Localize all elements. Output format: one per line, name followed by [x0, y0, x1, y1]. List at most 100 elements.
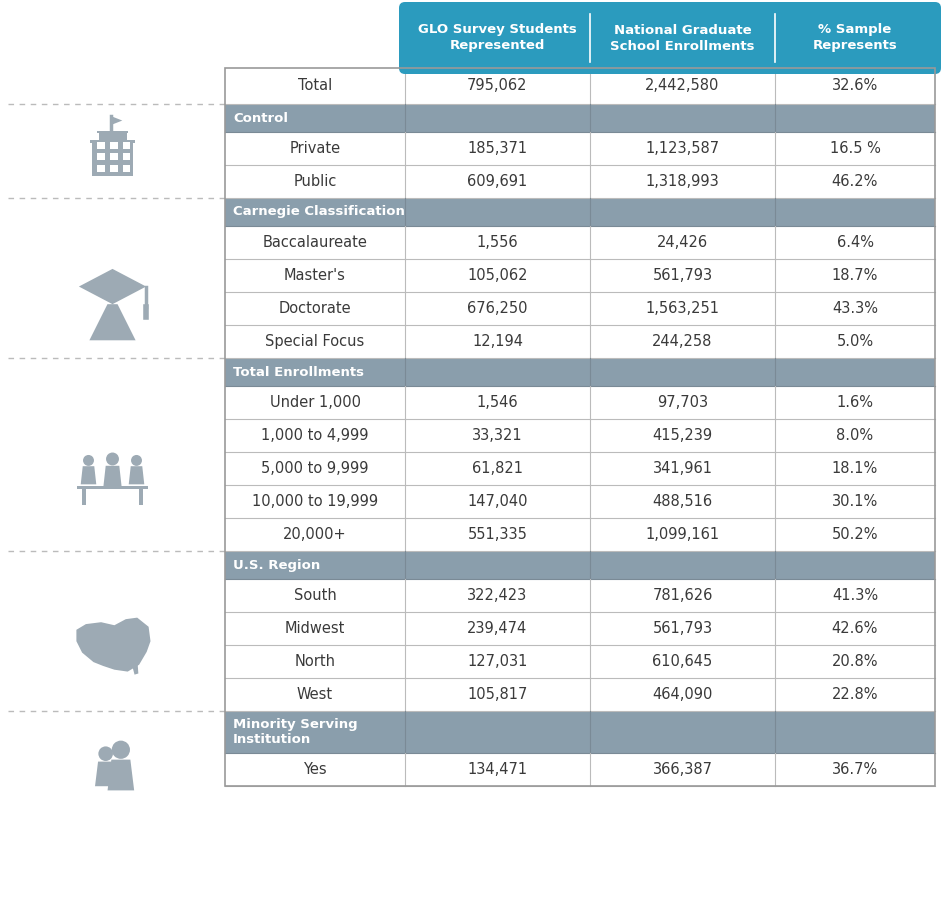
Text: Yes: Yes: [303, 762, 327, 777]
Bar: [110, 142, 118, 149]
Polygon shape: [103, 466, 122, 487]
Text: 20.8%: 20.8%: [831, 654, 877, 669]
Text: Private: Private: [289, 141, 340, 156]
Text: 239,474: 239,474: [467, 621, 527, 636]
Text: 61,821: 61,821: [471, 461, 522, 476]
Polygon shape: [76, 618, 150, 672]
Bar: [225, 132, 934, 165]
Text: 33,321: 33,321: [472, 428, 522, 443]
Bar: [225, 711, 934, 753]
Text: U.S. Region: U.S. Region: [233, 558, 320, 572]
Text: 366,387: 366,387: [651, 762, 712, 777]
Text: 50.2%: 50.2%: [831, 527, 877, 542]
Text: 32.6%: 32.6%: [831, 78, 877, 93]
Bar: [123, 142, 130, 149]
Text: Total Enrollments: Total Enrollments: [233, 366, 363, 378]
Text: 795,062: 795,062: [466, 78, 527, 93]
Text: 2,442,580: 2,442,580: [645, 78, 719, 93]
Polygon shape: [132, 657, 138, 674]
Text: 12,194: 12,194: [471, 334, 522, 349]
Text: 244,258: 244,258: [651, 334, 712, 349]
Text: 415,239: 415,239: [651, 428, 712, 443]
Bar: [225, 198, 934, 226]
Polygon shape: [108, 760, 134, 790]
Text: 341,961: 341,961: [651, 461, 712, 476]
Text: 6.4%: 6.4%: [835, 235, 872, 250]
Text: GLO Survey Students
Represented: GLO Survey Students Represented: [417, 23, 576, 52]
Bar: [225, 753, 934, 786]
Bar: [225, 165, 934, 198]
Text: Special Focus: Special Focus: [265, 334, 364, 349]
Text: Under 1,000: Under 1,000: [269, 395, 360, 410]
Bar: [225, 678, 934, 711]
Bar: [93, 142, 133, 176]
Bar: [225, 452, 934, 485]
Text: 464,090: 464,090: [651, 687, 712, 702]
Text: 105,817: 105,817: [467, 687, 527, 702]
Circle shape: [98, 746, 113, 761]
Text: 1,318,993: 1,318,993: [645, 174, 718, 189]
Bar: [225, 645, 934, 678]
Bar: [225, 579, 934, 612]
Circle shape: [83, 455, 93, 466]
Text: 551,335: 551,335: [467, 527, 527, 542]
Text: 781,626: 781,626: [651, 588, 712, 603]
Text: 30.1%: 30.1%: [831, 494, 877, 509]
Polygon shape: [80, 467, 96, 485]
Text: Doctorate: Doctorate: [278, 301, 351, 316]
Text: 10,000 to 19,999: 10,000 to 19,999: [252, 494, 378, 509]
Text: 16.5 %: 16.5 %: [829, 141, 880, 156]
Text: 561,793: 561,793: [651, 621, 712, 636]
Bar: [90, 140, 135, 143]
Text: 1,123,587: 1,123,587: [645, 141, 718, 156]
Text: National Graduate
School Enrollments: National Graduate School Enrollments: [610, 23, 754, 52]
Polygon shape: [110, 116, 122, 125]
Text: 134,471: 134,471: [467, 762, 527, 777]
Text: Minority Serving
Institution: Minority Serving Institution: [233, 718, 357, 746]
Text: 322,423: 322,423: [467, 588, 527, 603]
Text: 41.3%: 41.3%: [831, 588, 877, 603]
Text: 42.6%: 42.6%: [831, 621, 877, 636]
Bar: [97, 165, 105, 172]
Bar: [110, 165, 118, 172]
Bar: [139, 489, 143, 505]
Text: North: North: [295, 654, 335, 669]
Bar: [123, 154, 130, 160]
Text: Public: Public: [293, 174, 336, 189]
Text: 36.7%: 36.7%: [831, 762, 877, 777]
FancyBboxPatch shape: [398, 2, 940, 74]
Text: 561,793: 561,793: [651, 268, 712, 283]
Text: 676,250: 676,250: [466, 301, 527, 316]
Polygon shape: [95, 761, 116, 787]
Bar: [225, 325, 934, 358]
Text: 1,556: 1,556: [476, 235, 517, 250]
Text: 185,371: 185,371: [467, 141, 527, 156]
Text: 24,426: 24,426: [656, 235, 707, 250]
Text: 610,645: 610,645: [651, 654, 712, 669]
Bar: [225, 419, 934, 452]
Text: Control: Control: [233, 111, 288, 124]
Text: Master's: Master's: [284, 268, 346, 283]
Bar: [225, 358, 934, 386]
Text: 105,062: 105,062: [466, 268, 527, 283]
Text: 20,000+: 20,000+: [283, 527, 346, 542]
Bar: [225, 104, 934, 132]
Bar: [123, 165, 130, 172]
Text: 5.0%: 5.0%: [835, 334, 872, 349]
Bar: [97, 154, 105, 160]
Text: 22.8%: 22.8%: [831, 687, 877, 702]
Text: South: South: [294, 588, 336, 603]
Circle shape: [131, 455, 142, 466]
Bar: [97, 142, 105, 149]
Text: Midwest: Midwest: [284, 621, 345, 636]
Text: 1,546: 1,546: [476, 395, 517, 410]
Text: 18.7%: 18.7%: [831, 268, 877, 283]
Bar: [81, 489, 86, 505]
Text: 127,031: 127,031: [467, 654, 527, 669]
Bar: [225, 518, 934, 551]
Bar: [98, 132, 126, 140]
Polygon shape: [90, 304, 135, 341]
Polygon shape: [78, 269, 146, 304]
Text: 1,000 to 4,999: 1,000 to 4,999: [261, 428, 368, 443]
Text: 1,099,161: 1,099,161: [645, 527, 718, 542]
